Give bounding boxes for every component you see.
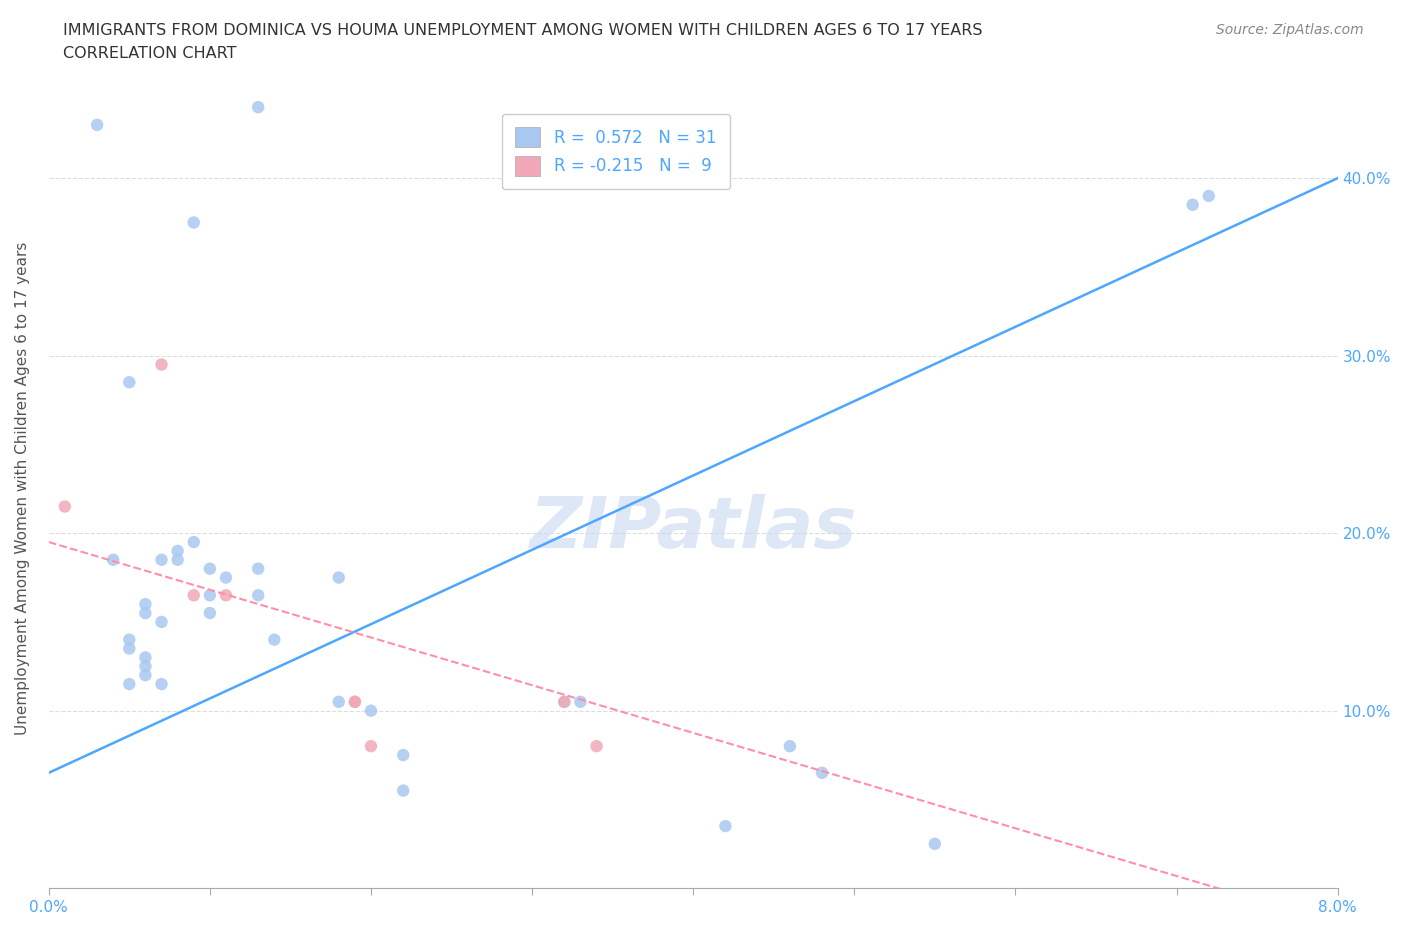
Text: Source: ZipAtlas.com: Source: ZipAtlas.com [1216,23,1364,37]
Point [247,588,270,603]
Point [328,570,350,585]
Point [53,499,76,514]
Text: ZIPatlas: ZIPatlas [530,494,856,564]
Text: IMMIGRANTS FROM DOMINICA VS HOUMA UNEMPLOYMENT AMONG WOMEN WITH CHILDREN AGES 6 : IMMIGRANTS FROM DOMINICA VS HOUMA UNEMPL… [63,23,983,38]
Point [150,552,173,567]
Point [343,695,366,710]
Point [1198,189,1220,204]
Point [198,588,221,603]
Point [328,695,350,710]
Point [134,605,156,620]
Text: CORRELATION CHART: CORRELATION CHART [63,46,236,61]
Point [118,641,141,656]
Point [198,561,221,576]
Point [118,375,141,390]
Point [360,738,382,753]
Point [134,668,156,683]
Point [183,535,205,550]
Point [247,561,270,576]
Point [779,738,801,753]
Point [183,215,205,230]
Legend: R =  0.572   N = 31, R = -0.215   N =  9: R = 0.572 N = 31, R = -0.215 N = 9 [502,113,730,190]
Point [263,632,285,647]
Point [198,605,221,620]
Point [183,588,205,603]
Point [585,738,607,753]
Point [134,658,156,673]
Point [392,783,415,798]
Point [924,836,946,851]
Point [150,615,173,630]
Point [166,552,188,567]
Point [392,748,415,763]
Point [118,677,141,692]
Point [247,100,270,114]
Y-axis label: Unemployment Among Women with Children Ages 6 to 17 years: Unemployment Among Women with Children A… [15,242,30,736]
Point [134,650,156,665]
Point [553,695,575,710]
Point [150,677,173,692]
Point [1181,197,1204,212]
Point [553,695,575,710]
Point [150,357,173,372]
Point [569,695,592,710]
Point [166,543,188,558]
Point [714,818,737,833]
Point [118,632,141,647]
Point [811,765,834,780]
Point [215,570,238,585]
Point [360,703,382,718]
Point [343,695,366,710]
Point [215,588,238,603]
Point [86,117,108,132]
Point [103,552,125,567]
Point [134,597,156,612]
